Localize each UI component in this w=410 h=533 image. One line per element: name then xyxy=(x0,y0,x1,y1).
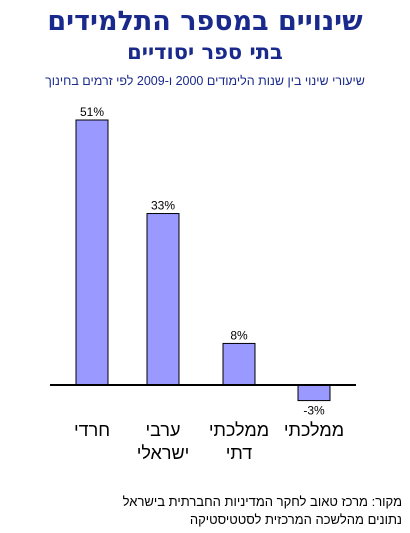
data-label-3: -3% xyxy=(303,404,325,418)
category-label-3-0: ממלכתי xyxy=(284,420,344,440)
category-label-1-1: ישראלי xyxy=(137,443,190,463)
bar-chart: 51% חרדי 33% ערבי ישראלי 8% ממלכתי דתי -3% ממלכתי xyxy=(50,105,356,463)
bar-0 xyxy=(75,119,109,386)
category-label-1-0: ערבי xyxy=(146,420,181,440)
chart-caption: שיעורי שינוי בין שנות הלימודים 2000 ו-20… xyxy=(45,74,365,88)
category-label-2-0: ממלכתי xyxy=(209,420,269,440)
chart-subtitle: בתי ספר יסודיים xyxy=(127,40,283,64)
bar-3 xyxy=(297,384,331,402)
source-line-2: נתונים מהלשכה המרכזית לסטטיסטיקה xyxy=(189,512,402,527)
data-label-2: 8% xyxy=(230,328,248,342)
chart-title: שינויים במספר התלמידים xyxy=(47,6,363,37)
data-label-1: 33% xyxy=(151,199,175,213)
data-label-0: 51% xyxy=(80,105,104,119)
bar-2 xyxy=(222,342,256,386)
bar-1 xyxy=(146,213,180,386)
source-line-1: מקור: מרכז טאוב לחקר המדיניות החברתית בי… xyxy=(122,494,402,509)
category-label-2-1: דתי xyxy=(226,443,253,463)
category-label-0-0: חרדי xyxy=(74,420,110,440)
